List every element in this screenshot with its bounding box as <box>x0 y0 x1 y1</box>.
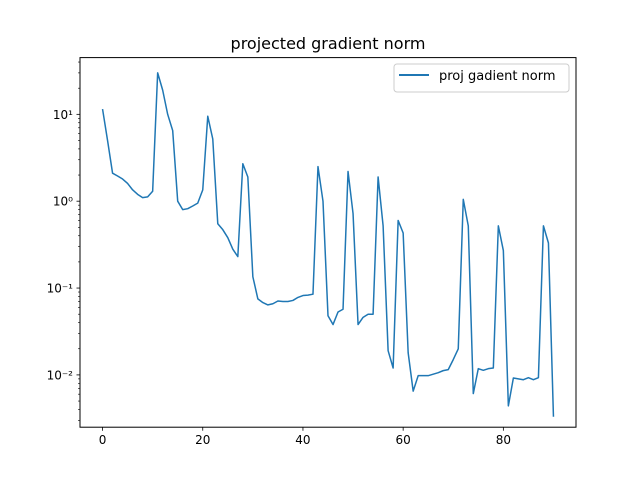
x-axis: 0 20 40 60 80 <box>99 427 511 447</box>
y-tick-label: 10⁻² <box>47 368 74 382</box>
legend-label: proj gadient norm <box>439 69 556 84</box>
x-tick-label: 80 <box>496 433 511 447</box>
y-tick-label: 10⁰ <box>53 195 73 209</box>
x-tick-label: 20 <box>195 433 210 447</box>
x-tick-label: 40 <box>295 433 310 447</box>
y-axis: 10⁻² 10⁻¹ 10⁰ 10¹ <box>47 61 80 421</box>
legend-box <box>393 63 570 93</box>
y-tick-label: 10⁻¹ <box>47 282 74 296</box>
x-tick-label: 0 <box>99 433 107 447</box>
axes-frame <box>79 57 577 428</box>
y-tick-label: 10¹ <box>53 108 73 122</box>
series-line <box>101 72 555 417</box>
x-tick-label: 60 <box>396 433 411 447</box>
chart-title: projected gradient norm <box>231 34 426 53</box>
legend: proj gadient norm <box>393 63 570 93</box>
plot-area <box>101 72 555 417</box>
